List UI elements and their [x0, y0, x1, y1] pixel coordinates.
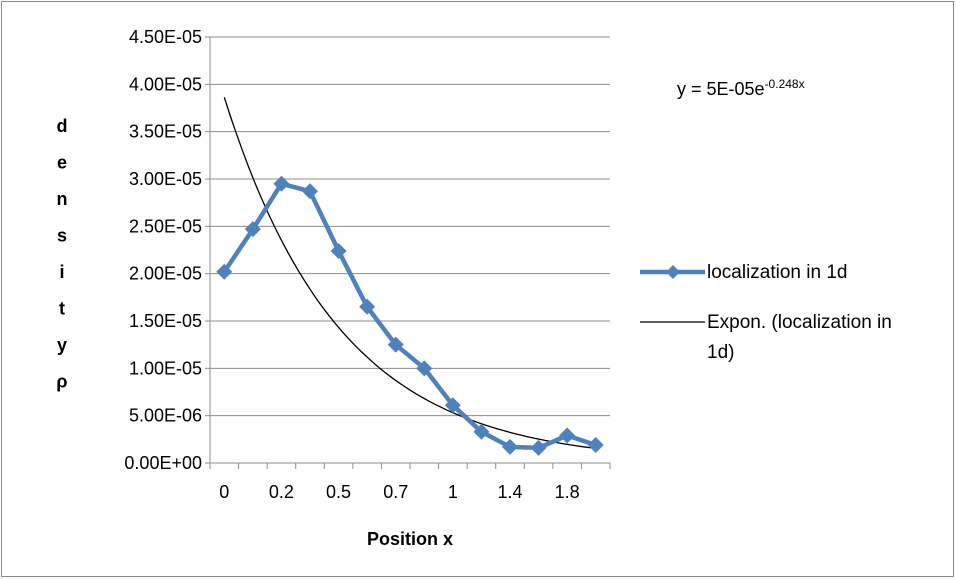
equation-base: y = 5E-05e: [677, 79, 765, 99]
x-tick-label: 0.2: [269, 482, 294, 502]
data-point-marker: [387, 336, 404, 353]
y-tick-label: 1.50E-05: [129, 311, 202, 331]
series-markers: [216, 175, 604, 456]
legend: localization in 1d Expon. (localization …: [640, 262, 892, 363]
y-axis-title-char: i: [59, 262, 64, 282]
data-point-marker: [302, 183, 318, 200]
y-axis-title-char: e: [57, 153, 67, 173]
x-tick-label: 1.8: [555, 482, 580, 502]
data-point-marker: [359, 298, 376, 315]
y-tick-label: 4.50E-05: [129, 27, 202, 47]
data-point-marker: [530, 439, 547, 456]
y-tick-label: 0.00E+00: [124, 453, 202, 473]
data-point-marker: [273, 175, 290, 192]
y-tick-label: 3.00E-05: [129, 169, 202, 189]
x-tick-label: 1.4: [497, 482, 522, 502]
y-tick-label: 2.00E-05: [129, 264, 202, 284]
y-tick-label: 3.50E-05: [129, 122, 202, 142]
y-tick-label: 1.00E-05: [129, 358, 202, 378]
y-tick-label: 5.00E-06: [129, 406, 202, 426]
y-axis-title-char: d: [57, 116, 68, 136]
y-axis-title-char: s: [57, 226, 67, 246]
axes: [205, 36, 611, 469]
gridlines: [210, 36, 610, 417]
y-axis-title-char: y: [57, 335, 67, 355]
data-point-marker: [444, 397, 461, 414]
y-axis-title-char: n: [57, 189, 68, 209]
equation-exponent: -0.248x: [765, 77, 805, 91]
x-axis-tick-labels: 0 0.2 0.5 0.7 1 1.4 1.8: [219, 482, 579, 502]
trendline-curve: [223, 97, 596, 450]
x-tick-label: 0.7: [383, 482, 408, 502]
x-tick-label: 1: [448, 482, 458, 502]
legend-entry-trendline: Expon. (localization in: [707, 312, 892, 333]
data-point-marker: [416, 360, 433, 377]
legend-entry-trendline-cont: 1d): [707, 342, 734, 363]
data-point-marker: [244, 221, 261, 238]
y-axis-title-char: ρ: [56, 372, 67, 392]
y-tick-label: 4.00E-05: [129, 74, 202, 94]
data-point-marker: [473, 423, 490, 440]
trendline-equation: y = 5E-05e-0.248x: [677, 77, 805, 99]
data-point-marker: [330, 242, 347, 259]
y-axis-title-char: t: [59, 299, 65, 319]
x-axis-title: Position x: [367, 529, 453, 549]
data-point-marker: [502, 438, 518, 455]
x-tick-label: 0: [219, 482, 229, 502]
legend-entry-series: localization in 1d: [707, 262, 847, 283]
y-axis-tick-labels: 0.00E+00 5.00E-06 1.00E-05 1.50E-05 2.00E-05…: [124, 27, 202, 473]
data-point-marker: [559, 427, 576, 444]
legend-diamond-marker-icon: [666, 265, 680, 279]
data-point-marker: [216, 263, 233, 280]
y-tick-label: 2.50E-05: [129, 216, 202, 236]
data-point-marker: [587, 437, 604, 454]
x-tick-label: 0.5: [326, 482, 351, 502]
